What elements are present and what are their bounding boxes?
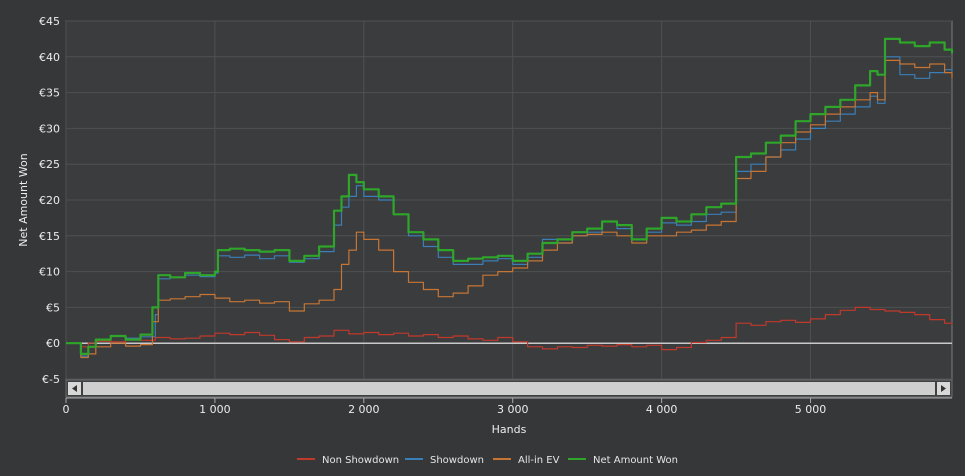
x-tick-label: 1 000: [199, 403, 231, 416]
y-tick-label: €40: [39, 51, 60, 64]
series-line-all-in-ev: [66, 59, 953, 359]
legend: Non Showdown Showdown All-in EV Net Amount …: [297, 455, 678, 466]
series-line-showdown: [66, 56, 953, 357]
y-tick-label: €20: [39, 194, 60, 207]
y-tick-label: €15: [39, 230, 60, 243]
x-tick-label: 5 000: [795, 403, 827, 416]
scroll-left-icon: [72, 385, 77, 392]
series-line-net-amount-won: [66, 37, 954, 355]
y-axis-title: Net Amount Won: [17, 153, 30, 246]
x-tick-label: 3 000: [497, 403, 529, 416]
legend-label: Net Amount Won: [593, 455, 678, 466]
x-tick-label: 4 000: [646, 403, 678, 416]
y-tick-label: €-5: [42, 373, 60, 386]
series-layer: [66, 37, 954, 359]
scrollbar[interactable]: [65, 379, 953, 398]
legend-label: Non Showdown: [322, 455, 399, 466]
legend-label: All-in EV: [518, 455, 560, 466]
y-axis: €-5 €0 €5 €10 €15 €20 €25 €30 €35 €40 €45: [39, 15, 60, 386]
x-tick-label: 2 000: [348, 403, 380, 416]
legend-label: Showdown: [430, 455, 484, 466]
y-tick-label: €5: [46, 301, 60, 314]
x-axis: 0 1 000 2 000 3 000 4 000 5 000: [63, 398, 827, 416]
y-tick-label: €25: [39, 158, 60, 171]
y-tick-label: €45: [39, 15, 60, 28]
y-tick-label: €0: [46, 337, 60, 350]
y-tick-label: €10: [39, 266, 60, 279]
scroll-thumb[interactable]: [83, 382, 935, 395]
x-tick-label: 0: [63, 403, 70, 416]
y-tick-label: €35: [39, 87, 60, 100]
series-line-non-showdown: [66, 306, 953, 351]
y-tick-label: €30: [39, 122, 60, 135]
x-axis-title: Hands: [492, 423, 527, 436]
scroll-right-icon: [941, 385, 946, 392]
